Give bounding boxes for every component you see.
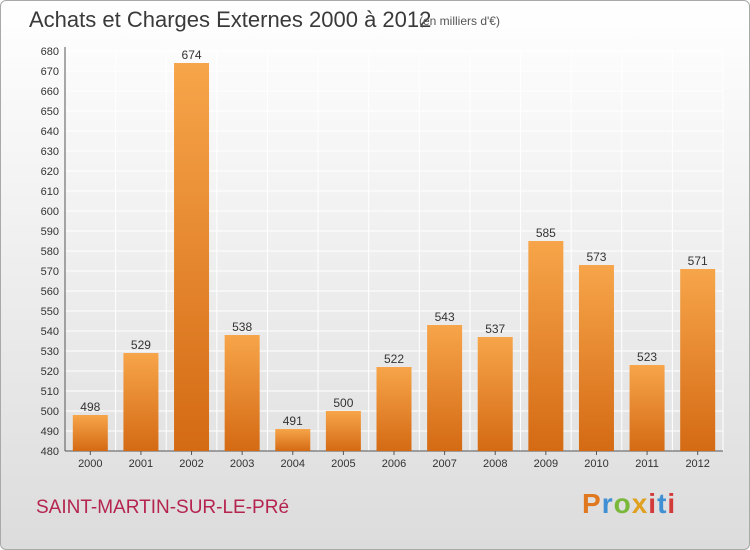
commune-name: SAINT-MARTIN-SUR-LE-PRé <box>36 497 290 518</box>
y-tick-label: 560 <box>41 286 59 298</box>
y-tick-label: 550 <box>41 306 59 318</box>
chart-unit: (en milliers d'€) <box>419 14 500 28</box>
bar-2008 <box>477 337 513 451</box>
y-tick-label: 530 <box>41 346 59 358</box>
y-tick-label: 580 <box>41 246 59 258</box>
x-tick-label: 2008 <box>483 458 507 470</box>
data-label: 538 <box>232 320 252 334</box>
bar-2003 <box>224 335 260 451</box>
y-tick-label: 510 <box>41 386 59 398</box>
bar-2012 <box>680 269 716 451</box>
data-label: 500 <box>333 396 353 410</box>
x-tick-label: 2006 <box>382 458 406 470</box>
bar-2001 <box>123 353 159 451</box>
y-tick-label: 480 <box>41 446 59 458</box>
y-tick-label: 660 <box>41 86 59 98</box>
bar-2005 <box>325 411 361 451</box>
y-tick-label: 500 <box>41 406 59 418</box>
y-tick-label: 610 <box>41 186 59 198</box>
bar-2007 <box>427 325 463 451</box>
y-tick-label: 520 <box>41 366 59 378</box>
data-label: 573 <box>586 250 606 264</box>
bar-2010 <box>578 265 614 451</box>
y-tick-label: 640 <box>41 126 59 138</box>
data-label: 522 <box>384 352 404 366</box>
y-tick-label: 620 <box>41 166 59 178</box>
data-label: 571 <box>688 254 708 268</box>
y-tick-label: 630 <box>41 146 59 158</box>
x-tick-label: 2005 <box>331 458 355 470</box>
bar-2011 <box>629 365 665 451</box>
data-label: 529 <box>131 338 151 352</box>
data-label: 491 <box>283 414 303 428</box>
data-label: 585 <box>536 226 556 240</box>
x-tick-label: 2001 <box>129 458 153 470</box>
x-tick-label: 2012 <box>685 458 709 470</box>
y-tick-label: 540 <box>41 326 59 338</box>
bar-2009 <box>528 241 564 451</box>
data-label: 674 <box>182 48 202 62</box>
data-label: 543 <box>435 310 455 324</box>
x-tick-label: 2011 <box>635 458 659 470</box>
bar-2002 <box>174 63 210 451</box>
chart-title: Achats et Charges Externes 2000 à 2012 <box>29 7 432 32</box>
y-tick-label: 590 <box>41 226 59 238</box>
proxiti-logo[interactable]: Proxiti <box>582 488 677 519</box>
x-tick-label: 2004 <box>281 458 305 470</box>
bar-layer: 498 529 674 538 491 500 522 543 537 585 573 523 571 <box>72 48 716 451</box>
bar-2004 <box>275 429 311 451</box>
bar-2000 <box>72 415 108 451</box>
x-tick-label: 2009 <box>534 458 558 470</box>
x-tick-label: 2003 <box>230 458 254 470</box>
y-tick-label: 680 <box>41 46 59 58</box>
y-tick-label: 570 <box>41 266 59 278</box>
x-tick-label: 2007 <box>432 458 456 470</box>
y-tick-label: 670 <box>41 66 59 78</box>
x-tick-label: 2002 <box>179 458 203 470</box>
y-tick-label: 490 <box>41 426 59 438</box>
data-label: 498 <box>80 400 100 414</box>
x-tick-label: 2010 <box>584 458 608 470</box>
data-label: 523 <box>637 350 657 364</box>
y-tick-label: 600 <box>41 206 59 218</box>
axis-layer: 480 490 500 510 520 530 540 550 560 570 580 590 600 6… <box>41 46 723 470</box>
data-label: 537 <box>485 322 505 336</box>
y-tick-label: 650 <box>41 106 59 118</box>
bar-2006 <box>376 367 412 451</box>
x-tick-label: 2000 <box>78 458 102 470</box>
